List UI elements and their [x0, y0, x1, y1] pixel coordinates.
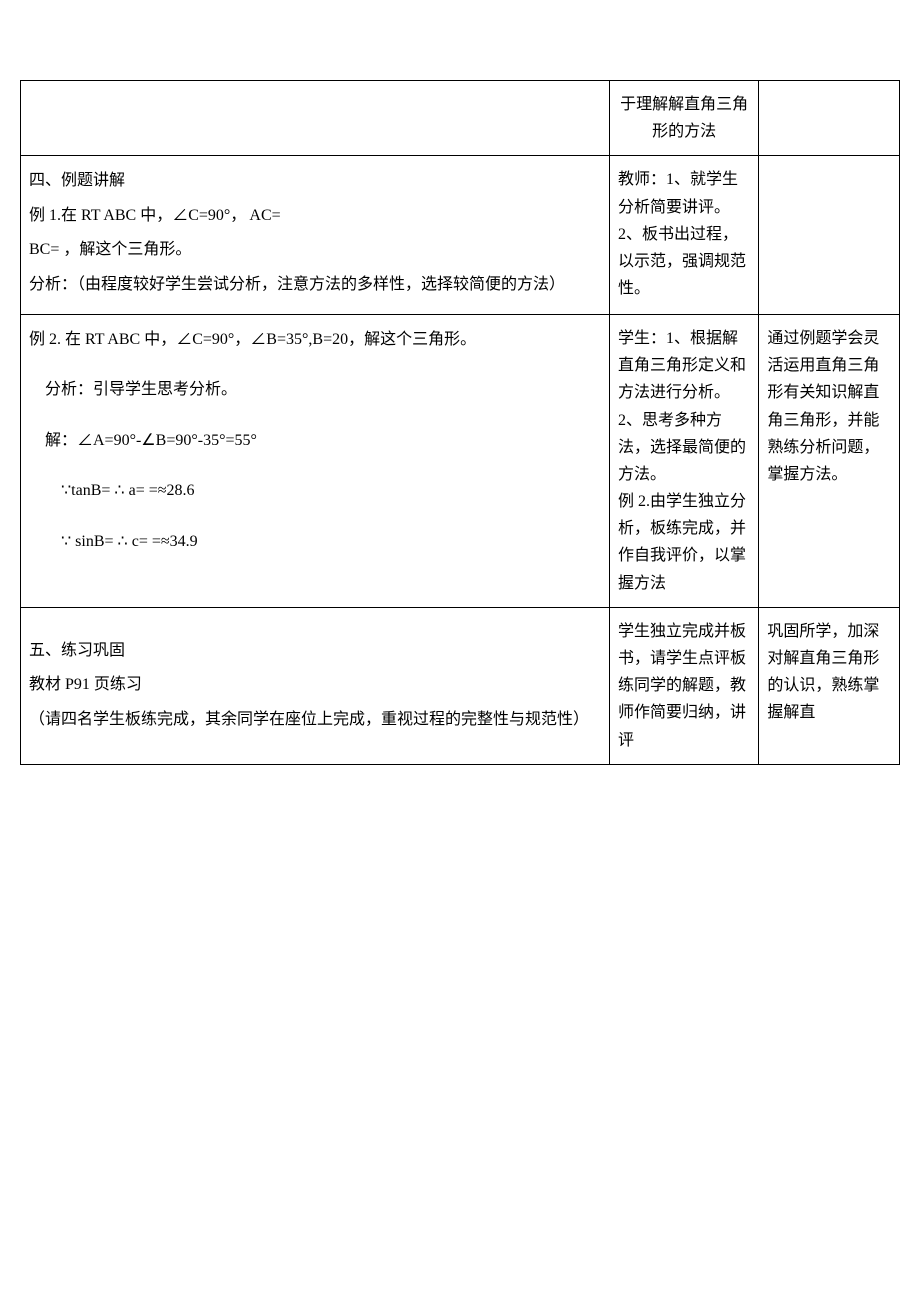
table-row: 于理解解直角三角形的方法 [21, 81, 900, 156]
cell-right-2: 通过例题学会灵活运用直角三角形有关知识解直角三角形，并能熟练分析问题，掌握方法。 [759, 314, 900, 607]
cell-right-0 [759, 81, 900, 156]
table-row: 例 2. 在 RT ABC 中，∠C=90°，∠B=35°,B=20，解这个三角… [21, 314, 900, 607]
example1-analysis: 分析：（由程度较好学生尝试分析，注意方法的多样性，选择较简便的方法） [29, 270, 601, 300]
cell-mid-1: 教师：1、就学生分析简要讲评。 2、板书出过程，以示范，强调规范性。 [609, 156, 758, 315]
example2-solution-3: ∵ sinB= ∴ c= =≈34.9 [29, 527, 601, 557]
example2-solution-1: 解：∠A=90°-∠B=90°-35°=55° [29, 426, 601, 456]
cell-main-0 [21, 81, 610, 156]
cell-mid-3: 学生独立完成并板书，请学生点评板练同学的解题，教师作简要归纳，讲评 [609, 607, 758, 764]
example2-analysis: 分析：引导学生思考分析。 [29, 375, 601, 405]
cell-right-1 [759, 156, 900, 315]
section-4-title: 四、例题讲解 [29, 166, 601, 196]
example2-solution-2: ∵tanB= ∴ a= =≈28.6 [29, 476, 601, 506]
example2-line1: 例 2. 在 RT ABC 中，∠C=90°，∠B=35°,B=20，解这个三角… [29, 325, 601, 355]
cell-main-3: 五、练习巩固 教材 P91 页练习 （请四名学生板练完成，其余同学在座位上完成，… [21, 607, 610, 764]
table-row: 五、练习巩固 教材 P91 页练习 （请四名学生板练完成，其余同学在座位上完成，… [21, 607, 900, 764]
cell-main-1: 四、例题讲解 例 1.在 RT ABC 中，∠C=90°， AC= BC= ，解… [21, 156, 610, 315]
table-row: 四、例题讲解 例 1.在 RT ABC 中，∠C=90°， AC= BC= ，解… [21, 156, 900, 315]
example1-line2: BC= ，解这个三角形。 [29, 235, 601, 265]
cell-right-3: 巩固所学，加深对解直角三角形的认识，熟练掌握解直 [759, 607, 900, 764]
cell-mid-0: 于理解解直角三角形的方法 [609, 81, 758, 156]
practice-line1: 教材 P91 页练习 [29, 670, 601, 700]
practice-line2: （请四名学生板练完成，其余同学在座位上完成，重视过程的完整性与规范性） [29, 705, 601, 735]
section-5-title: 五、练习巩固 [29, 636, 601, 666]
example1-line1: 例 1.在 RT ABC 中，∠C=90°， AC= [29, 201, 601, 231]
cell-main-2: 例 2. 在 RT ABC 中，∠C=90°，∠B=35°,B=20，解这个三角… [21, 314, 610, 607]
cell-mid-2: 学生：1、根据解直角三角形定义和方法进行分析。 2、思考多种方法，选择最简便的方… [609, 314, 758, 607]
